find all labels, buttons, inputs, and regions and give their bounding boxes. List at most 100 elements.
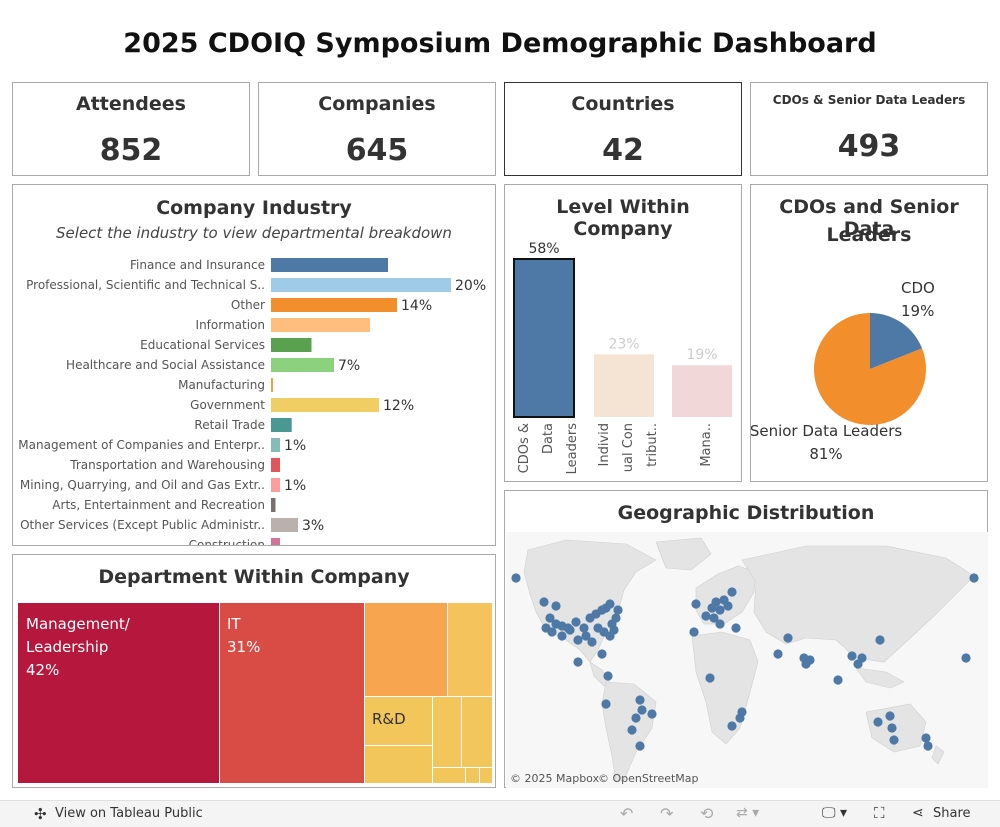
industry-bar[interactable] bbox=[271, 378, 273, 392]
industry-category-label[interactable]: Other bbox=[231, 298, 265, 312]
location-dot[interactable] bbox=[875, 635, 885, 645]
industry-bar[interactable] bbox=[271, 538, 280, 546]
location-dot[interactable] bbox=[773, 649, 783, 659]
pie-slice-cdo[interactable] bbox=[870, 313, 923, 369]
pie-slice-senior-data-leaders[interactable] bbox=[814, 313, 926, 425]
treemap-tile-small-6[interactable] bbox=[480, 768, 492, 783]
treemap-tile-small-4[interactable] bbox=[433, 768, 465, 783]
map-attribution-mapbox[interactable]: © 2025 Mapbox bbox=[510, 772, 600, 785]
location-dot[interactable] bbox=[701, 611, 711, 621]
industry-bar[interactable] bbox=[271, 298, 397, 312]
location-dot[interactable] bbox=[805, 655, 815, 665]
industry-bar[interactable] bbox=[271, 438, 280, 452]
location-dot[interactable] bbox=[783, 633, 793, 643]
download-icon[interactable]: 🖵 ▾ bbox=[822, 805, 847, 821]
share-button[interactable]: Share bbox=[933, 806, 971, 821]
location-dot[interactable] bbox=[691, 599, 701, 609]
location-dot[interactable] bbox=[597, 649, 607, 659]
location-dot[interactable] bbox=[511, 573, 521, 583]
industry-category-label[interactable]: Information bbox=[196, 318, 265, 332]
location-dot[interactable] bbox=[873, 717, 883, 727]
location-dot[interactable] bbox=[539, 597, 549, 607]
industry-category-label[interactable]: Healthcare and Social Assistance bbox=[66, 358, 265, 372]
department-treemap[interactable]: Management/ Leadership 42% IT 31% R&D bbox=[13, 555, 497, 789]
kpi-cdos[interactable]: CDOs & Senior Data Leaders 493 bbox=[750, 82, 988, 176]
location-dot[interactable] bbox=[889, 735, 899, 745]
industry-bar[interactable] bbox=[271, 498, 276, 512]
location-dot[interactable] bbox=[609, 625, 619, 635]
location-dot[interactable] bbox=[727, 587, 737, 597]
industry-bar[interactable] bbox=[271, 338, 312, 352]
revert-icon[interactable]: ⟲ bbox=[700, 804, 714, 823]
treemap-tile-it[interactable] bbox=[220, 603, 364, 783]
location-dot[interactable] bbox=[885, 711, 895, 721]
industry-bar[interactable] bbox=[271, 478, 280, 492]
industry-category-label[interactable]: Finance and Insurance bbox=[130, 258, 265, 272]
industry-bar[interactable] bbox=[271, 418, 292, 432]
location-dot[interactable] bbox=[611, 613, 621, 623]
location-dot[interactable] bbox=[627, 725, 637, 735]
location-dot[interactable] bbox=[737, 707, 747, 717]
industry-bar[interactable] bbox=[271, 258, 388, 272]
fullscreen-icon[interactable]: ⛶ bbox=[874, 804, 885, 822]
location-dot[interactable] bbox=[579, 623, 589, 633]
location-dot[interactable] bbox=[711, 597, 721, 607]
kpi-attendees[interactable]: Attendees 852 bbox=[12, 82, 250, 176]
industry-category-label[interactable]: Management of Companies and Enterpr.. bbox=[18, 438, 265, 452]
treemap-tile-small-1[interactable] bbox=[433, 697, 461, 767]
location-dot[interactable] bbox=[647, 709, 657, 719]
map-attribution-osm[interactable]: © OpenStreetMap bbox=[598, 772, 699, 785]
location-dot[interactable] bbox=[731, 623, 741, 633]
location-dot[interactable] bbox=[541, 623, 551, 633]
location-dot[interactable] bbox=[709, 613, 719, 623]
location-dot[interactable] bbox=[887, 723, 897, 733]
location-dot[interactable] bbox=[921, 733, 931, 743]
location-dot[interactable] bbox=[635, 741, 645, 751]
location-dot[interactable] bbox=[637, 705, 647, 715]
location-dot[interactable] bbox=[961, 653, 971, 663]
location-dot[interactable] bbox=[705, 673, 715, 683]
view-on-tableau-public-link[interactable]: View on Tableau Public bbox=[55, 806, 203, 821]
location-dot[interactable] bbox=[601, 699, 611, 709]
kpi-companies[interactable]: Companies 645 bbox=[258, 82, 496, 176]
industry-category-label[interactable]: Professional, Scientific and Technical S… bbox=[26, 278, 265, 292]
industry-category-label[interactable]: Construction bbox=[189, 538, 265, 546]
industry-category-label[interactable]: Educational Services bbox=[140, 338, 265, 352]
pie-chart[interactable]: CDO 19% Senior Data Leaders 81% bbox=[751, 185, 989, 483]
industry-category-label[interactable]: Transportation and Warehousing bbox=[69, 458, 265, 472]
location-dot[interactable] bbox=[551, 619, 561, 629]
level-bar[interactable] bbox=[672, 365, 732, 417]
location-dot[interactable] bbox=[613, 605, 623, 615]
location-dot[interactable] bbox=[605, 599, 615, 609]
level-bar[interactable] bbox=[594, 354, 654, 417]
industry-bar[interactable] bbox=[271, 518, 298, 532]
treemap-tile-orange[interactable] bbox=[365, 603, 447, 696]
industry-bar[interactable] bbox=[271, 458, 280, 472]
industry-bar[interactable] bbox=[271, 318, 370, 332]
location-dot[interactable] bbox=[573, 657, 583, 667]
location-dot[interactable] bbox=[545, 613, 555, 623]
level-bar[interactable] bbox=[513, 258, 575, 418]
location-dot[interactable] bbox=[565, 625, 575, 635]
industry-category-label[interactable]: Arts, Entertainment and Recreation bbox=[52, 498, 265, 512]
undo-icon[interactable]: ↶ bbox=[620, 804, 634, 823]
location-dot[interactable] bbox=[551, 601, 561, 611]
industry-category-label[interactable]: Manufacturing bbox=[178, 378, 265, 392]
level-chart[interactable]: 58% CDOs & Data Leaders 23% Individ ual Con tri… bbox=[505, 185, 743, 483]
location-dot[interactable] bbox=[723, 601, 733, 611]
redo-icon[interactable]: ↷ bbox=[660, 804, 674, 823]
industry-bar[interactable] bbox=[271, 278, 451, 292]
location-dot[interactable] bbox=[571, 617, 581, 627]
treemap-tile-management[interactable] bbox=[18, 603, 219, 783]
location-dot[interactable] bbox=[635, 695, 645, 705]
location-dot[interactable] bbox=[715, 619, 725, 629]
pause-icon[interactable]: ⇄ ▾ bbox=[736, 805, 760, 821]
treemap-tile-yellow-1[interactable] bbox=[448, 603, 492, 696]
location-dot[interactable] bbox=[969, 573, 979, 583]
industry-category-label[interactable]: Retail Trade bbox=[194, 418, 265, 432]
location-dot[interactable] bbox=[587, 637, 597, 647]
industry-bar[interactable] bbox=[271, 398, 379, 412]
location-dot[interactable] bbox=[847, 651, 857, 661]
industry-category-label[interactable]: Mining, Quarrying, and Oil and Gas Extr.… bbox=[20, 478, 265, 492]
location-dot[interactable] bbox=[573, 635, 583, 645]
